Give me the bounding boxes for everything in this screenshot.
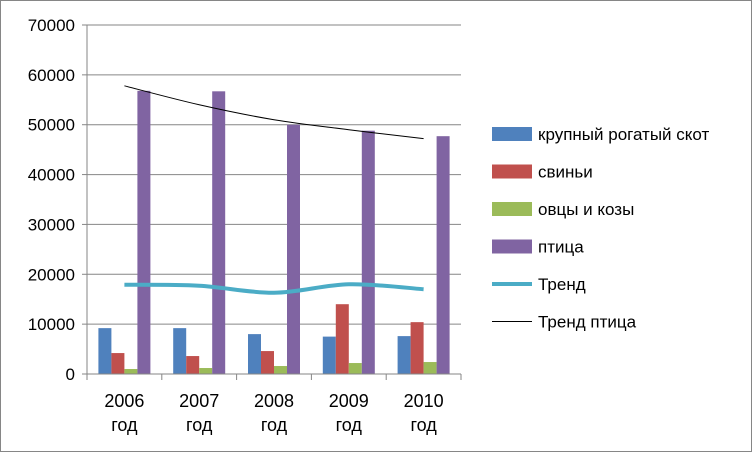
legend-label: овцы и козы — [538, 200, 634, 219]
legend-item: овцы и козы — [492, 200, 634, 219]
bar — [322, 336, 336, 374]
series-3 — [124, 362, 437, 374]
series-2 — [111, 304, 424, 374]
bar — [397, 336, 411, 374]
legend-item: Тренд птица — [492, 313, 637, 332]
legend-label: птица — [538, 238, 584, 257]
legend-item: крупный рогатый скот — [492, 125, 709, 144]
bar — [173, 328, 187, 374]
bar — [124, 369, 138, 374]
bar — [410, 322, 424, 374]
x-axis-ticks: 2006 год 2007 год 2008 год 2009 год 2010 год — [104, 391, 443, 435]
y-tick-label: 60000 — [28, 66, 75, 85]
y-tick-label: 50000 — [28, 116, 75, 135]
legend-label: Тренд — [538, 275, 586, 294]
series-1 — [98, 328, 411, 374]
bar — [335, 304, 349, 374]
x-tick-label: 2008 год — [254, 391, 294, 435]
y-tick-label: 20000 — [28, 265, 75, 284]
series-4 — [137, 90, 450, 374]
x-tick-label: 2006 год — [104, 391, 144, 435]
trend-lines — [124, 85, 424, 295]
legend-swatch — [492, 202, 532, 216]
bar — [186, 356, 200, 374]
legend-swatch — [492, 239, 532, 254]
legend-label: Тренд птица — [538, 313, 637, 332]
bar — [248, 334, 261, 374]
legend: крупный рогатый скот свиньи овцы и козы пти… — [492, 125, 709, 332]
trend-poultry-line — [124, 85, 424, 140]
bar — [98, 328, 112, 374]
bar — [423, 362, 437, 374]
legend-label: крупный рогатый скот — [538, 125, 709, 144]
y-tick-label: 40000 — [28, 166, 75, 185]
bar — [261, 351, 274, 374]
bar-series — [98, 90, 450, 374]
legend-item: свиньи — [492, 163, 593, 182]
x-tick-label: 2010 год — [404, 391, 444, 435]
bar — [348, 363, 362, 374]
bar — [111, 353, 125, 374]
bar — [199, 368, 213, 374]
trend-line — [124, 282, 424, 295]
y-tick-label: 30000 — [28, 215, 75, 234]
bar — [287, 124, 300, 374]
bar — [137, 90, 151, 374]
y-tick-label: 10000 — [28, 315, 75, 334]
legend-swatch — [492, 164, 532, 179]
legend-item: Тренд — [492, 275, 586, 294]
y-tick-label: 70000 — [28, 16, 75, 35]
bar — [361, 130, 375, 374]
bar — [436, 136, 450, 374]
bar — [212, 91, 226, 374]
y-tick-label: 0 — [66, 365, 75, 384]
x-tick-label: 2007 год — [179, 391, 219, 435]
legend-item: птица — [492, 238, 584, 257]
axes — [82, 24, 462, 380]
legend-swatch — [492, 127, 532, 141]
legend-label: свиньи — [538, 163, 593, 182]
bar — [274, 366, 287, 374]
y-axis-ticks: 0 10000 20000 30000 40000 50000 60000 70000 — [28, 16, 75, 384]
x-tick-label: 2009 год — [329, 391, 369, 435]
